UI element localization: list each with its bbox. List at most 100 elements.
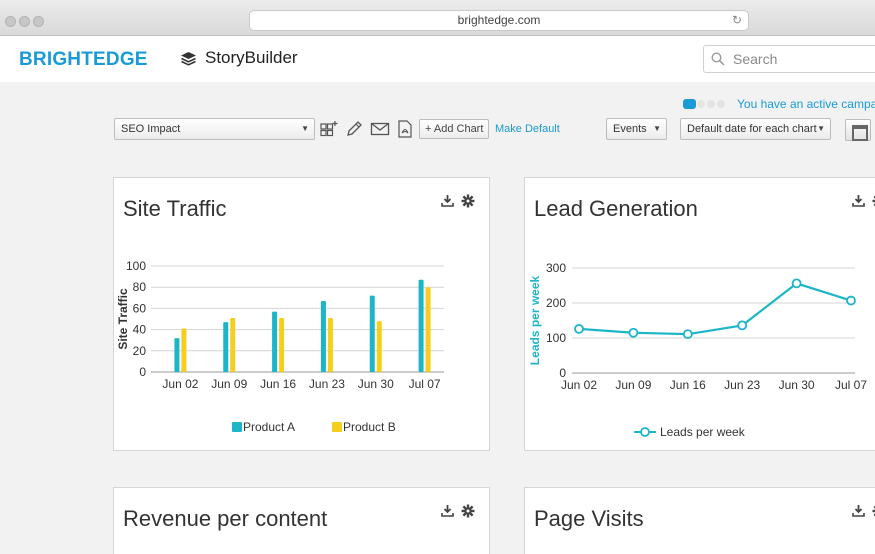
app-header: BRIGHTEDGE StoryBuilder (0, 36, 875, 82)
bar-product-a (418, 279, 424, 372)
lead-generation-panel: Lead Generation 0 100 200 300 Leads per week… (524, 177, 875, 451)
x-tick-label: Jun 16 (260, 377, 296, 391)
minimize-window-button[interactable] (19, 16, 30, 27)
chevron-down-icon: ▼ (653, 124, 661, 133)
x-tick-label: Jun 09 (211, 377, 247, 391)
x-tick-label: Jul 07 (835, 378, 867, 392)
panel-actions (852, 504, 875, 518)
dashboard-select-value: SEO Impact (121, 123, 181, 135)
panel-title: Site Traffic (123, 196, 227, 221)
x-tick-label: Jun 09 (615, 378, 651, 392)
chevron-down-icon: ▼ (817, 124, 825, 133)
panel-title: Revenue per content (123, 506, 328, 531)
date-select-value: Default date for each chart (687, 123, 817, 135)
bar-product-a (369, 295, 375, 372)
x-tick-label: Jun 16 (670, 378, 706, 392)
y-tick-label: 100 (126, 259, 146, 273)
y-tick-label: 60 (133, 301, 147, 315)
bar-product-a (174, 338, 180, 372)
data-point (574, 323, 584, 334)
events-select[interactable]: Events ▼ (606, 118, 667, 140)
bar-product-b (230, 317, 236, 372)
panel-title: Page Visits (534, 506, 644, 531)
download-icon[interactable] (852, 194, 865, 207)
download-icon[interactable] (441, 194, 454, 207)
search-box[interactable] (703, 45, 875, 73)
bar-product-b (181, 328, 187, 372)
panel-title: Lead Generation (534, 196, 698, 221)
campaign-notice-text[interactable]: You have an active campaign (737, 97, 875, 111)
y-tick-label: 40 (133, 323, 147, 337)
address-bar[interactable]: brightedge.com ↻ (249, 10, 749, 31)
y-axis-label: Site Traffic (116, 288, 130, 350)
download-icon[interactable] (852, 504, 865, 517)
brightedge-logo[interactable]: BRIGHTEDGE (19, 49, 148, 70)
y-tick-label: 100 (546, 331, 566, 345)
y-tick-label: 200 (546, 296, 566, 310)
add-widget-icon[interactable] (320, 120, 338, 138)
x-tick-label: Jun 02 (162, 377, 198, 391)
legend-swatch (232, 422, 242, 432)
reload-icon[interactable]: ↻ (731, 13, 742, 27)
x-tick-label: Jun 02 (561, 378, 597, 392)
bar-product-b (425, 287, 431, 372)
bar-product-b (279, 317, 285, 372)
y-tick-label: 80 (133, 280, 147, 294)
legend-label: Leads per week (660, 425, 746, 439)
lead-generation-chart: 0 100 200 300 Leads per week Jun 02 Jun 09 Jun … (528, 261, 867, 439)
gear-icon[interactable] (461, 194, 475, 208)
y-axis-label: Leads per week (528, 275, 542, 365)
dashboard-toolbar: SEO Impact ▼ + Add Chart Make Default Ev… (0, 118, 875, 144)
close-window-button[interactable] (5, 16, 16, 27)
download-icon[interactable] (441, 504, 454, 517)
email-icon[interactable] (370, 120, 390, 138)
y-tick-label: 0 (559, 366, 566, 380)
data-point (846, 295, 856, 306)
legend-label: Product B (343, 420, 396, 434)
dashboard-select[interactable]: SEO Impact ▼ (114, 118, 315, 140)
bar-product-a (223, 322, 229, 372)
revenue-per-content-panel: Revenue per content (113, 487, 490, 554)
bar-product-b (376, 321, 382, 372)
chevron-down-icon: ▼ (301, 124, 309, 133)
search-icon (711, 52, 725, 66)
legend-label: Product A (243, 420, 295, 434)
data-point (628, 327, 639, 338)
x-tick-label: Jun 23 (724, 378, 760, 392)
layout-view-button[interactable] (845, 119, 871, 141)
bar-product-a (320, 300, 326, 372)
y-tick-label: 20 (133, 344, 147, 358)
x-tick-label: Jun 23 (309, 377, 345, 391)
site-traffic-panel: Site Traffic 0 20 40 60 80 100 Site Traffic Jun… (113, 177, 490, 451)
legend-swatch (332, 422, 342, 432)
storybuilder-label: StoryBuilder (205, 48, 298, 67)
data-point (791, 278, 802, 289)
date-select[interactable]: Default date for each chart ▼ (680, 118, 831, 140)
add-chart-button[interactable]: + Add Chart (419, 119, 490, 139)
browser-chrome: brightedge.com ↻ (0, 0, 875, 36)
series-line-leads (578, 282, 852, 336)
gear-icon[interactable] (461, 504, 475, 518)
y-tick-label: 0 (139, 365, 146, 379)
campaign-notice: You have an active campaign (683, 97, 875, 111)
x-tick-label: Jun 30 (358, 377, 394, 391)
panel-actions (441, 504, 475, 518)
search-input[interactable] (733, 51, 873, 67)
campaign-toggle[interactable] (683, 99, 731, 109)
page-visits-panel: Page Visits (524, 487, 875, 554)
y-tick-label: 300 (546, 261, 566, 275)
storybuilder-nav[interactable]: StoryBuilder (180, 48, 298, 68)
x-tick-label: Jun 30 (779, 378, 815, 392)
zoom-window-button[interactable] (33, 16, 44, 27)
bar-product-a (272, 311, 278, 372)
url-text: brightedge.com (457, 13, 541, 27)
pencil-icon[interactable] (345, 120, 363, 138)
make-default-link[interactable]: Make Default (495, 123, 560, 135)
panel-actions (441, 194, 475, 208)
x-tick-label: Jul 07 (409, 377, 441, 391)
pdf-icon[interactable] (396, 120, 414, 138)
layers-icon (181, 51, 196, 66)
data-point (682, 329, 693, 340)
site-traffic-chart: 0 20 40 60 80 100 Site Traffic Jun 02 Jun 09 Jun … (116, 259, 444, 434)
legend-marker (640, 427, 650, 437)
